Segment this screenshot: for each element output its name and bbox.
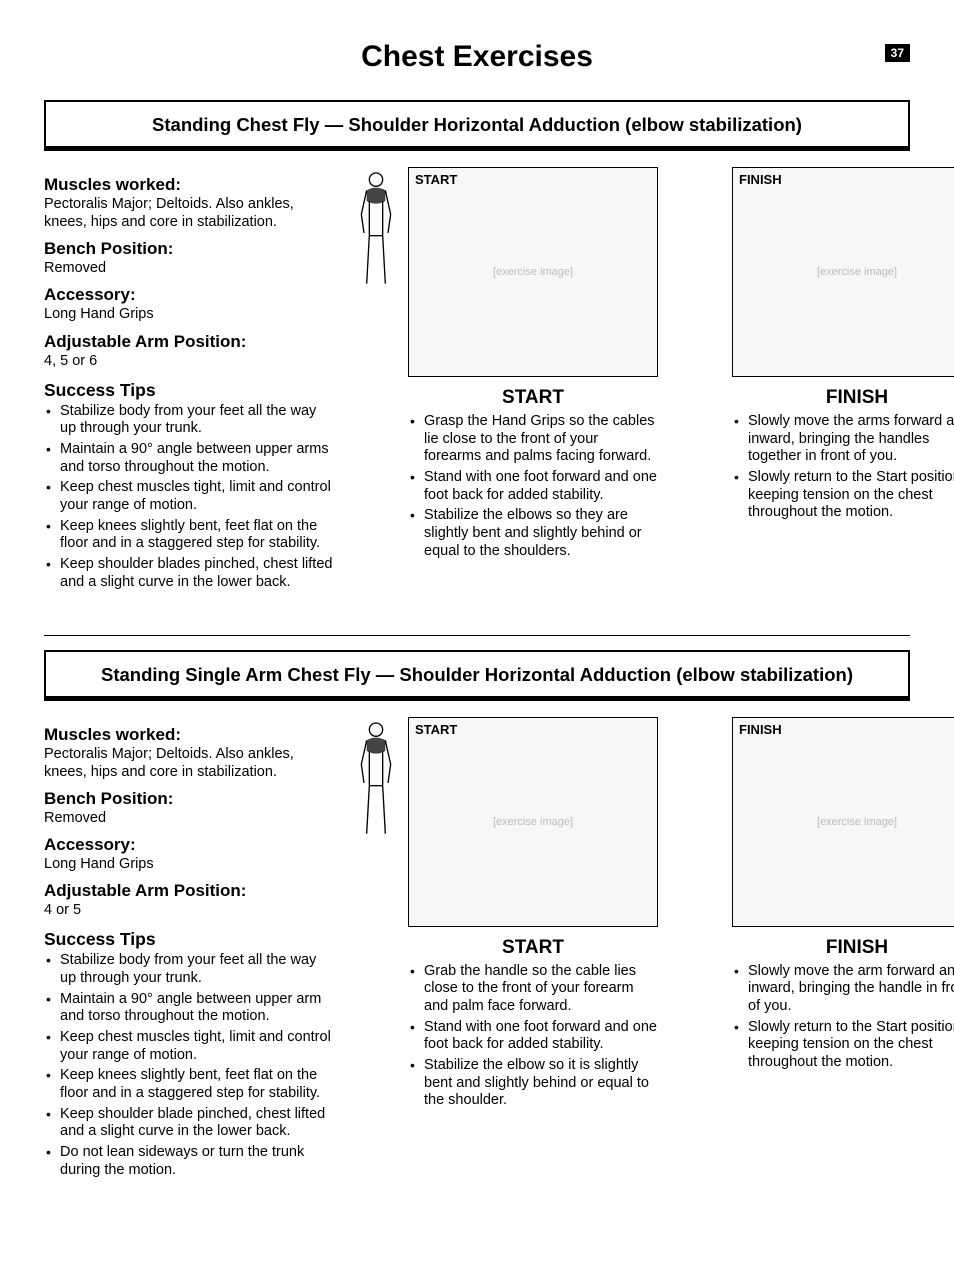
step-item: Stand with one foot forward and one foot…	[408, 1019, 658, 1054]
exercise-title-subtitle: Shoulder Horizontal Adduction (elbow sta…	[348, 114, 802, 135]
details-column: Muscles worked: Pectoralis Major; Deltoi…	[44, 717, 334, 1183]
finish-steps-list: Slowly move the arm forward and inward, …	[732, 963, 954, 1072]
tip-item: Stabilize body from your feet all the wa…	[44, 403, 334, 438]
accessory-body: Long Hand Grips	[44, 855, 334, 873]
start-column: START [exercise image] START Grab the ha…	[408, 717, 658, 1114]
tip-item: Keep chest muscles tight, limit and cont…	[44, 479, 334, 514]
tip-item: Keep knees slightly bent, feet flat on t…	[44, 1067, 334, 1102]
step-item: Stand with one foot forward and one foot…	[408, 469, 658, 504]
step-item: Slowly move the arms forward and inward,…	[732, 413, 954, 466]
finish-head: FINISH	[732, 937, 954, 959]
anatomy-icon	[348, 719, 404, 839]
bench-body: Removed	[44, 259, 334, 277]
tips-list: Stabilize body from your feet all the wa…	[44, 403, 334, 592]
exercise-title-bar: Standing Chest Fly — Shoulder Horizontal…	[44, 100, 910, 151]
muscles-head: Muscles worked:	[44, 725, 334, 745]
start-image-box: START [exercise image]	[408, 167, 658, 377]
step-item: Grab the handle so the cable lies close …	[408, 963, 658, 1016]
step-item: Slowly return to the Start position, kee…	[732, 1019, 954, 1072]
arm-position-body: 4, 5 or 6	[44, 352, 334, 370]
tip-item: Maintain a 90° angle between upper arm a…	[44, 991, 334, 1026]
step-item: Slowly move the arm forward and inward, …	[732, 963, 954, 1016]
finish-steps-list: Slowly move the arms forward and inward,…	[732, 413, 954, 522]
start-image-box: START [exercise image]	[408, 717, 658, 927]
exercise-title-bar: Standing Single Arm Chest Fly — Shoulder…	[44, 650, 910, 701]
start-head: START	[408, 937, 658, 959]
step-item: Grasp the Hand Grips so the cables lie c…	[408, 413, 658, 466]
exercise-title-subtitle: Shoulder Horizontal Adduction (elbow sta…	[399, 664, 853, 685]
start-column: START [exercise image] START Grasp the H…	[408, 167, 658, 564]
anatomy-icon	[348, 169, 404, 289]
muscles-head: Muscles worked:	[44, 175, 334, 195]
exercise-block: Standing Chest Fly — Shoulder Horizontal…	[44, 100, 910, 595]
tip-item: Keep knees slightly bent, feet flat on t…	[44, 518, 334, 553]
bench-body: Removed	[44, 809, 334, 827]
step-item: Stabilize the elbow so it is slightly be…	[408, 1057, 658, 1110]
start-box-label: START	[415, 172, 457, 187]
finish-box-label: FINISH	[739, 172, 782, 187]
exercise-image-placeholder: [exercise image]	[493, 816, 573, 828]
tip-item: Stabilize body from your feet all the wa…	[44, 952, 334, 987]
page-number-badge: 37	[885, 44, 910, 62]
tip-item: Keep shoulder blades pinched, chest lift…	[44, 556, 334, 591]
exercise-image-placeholder: [exercise image]	[817, 266, 897, 278]
tip-item: Keep shoulder blade pinched, chest lifte…	[44, 1106, 334, 1141]
tips-head: Success Tips	[44, 380, 334, 401]
details-column: Muscles worked: Pectoralis Major; Deltoi…	[44, 167, 334, 595]
step-item: Stabilize the elbows so they are slightl…	[408, 507, 658, 560]
start-box-label: START	[415, 722, 457, 737]
accessory-body: Long Hand Grips	[44, 305, 334, 323]
exercise-image-placeholder: [exercise image]	[817, 816, 897, 828]
arm-position-head: Adjustable Arm Position:	[44, 332, 334, 352]
exercise-title-dash: —	[320, 114, 349, 135]
tip-item: Keep chest muscles tight, limit and cont…	[44, 1029, 334, 1064]
accessory-head: Accessory:	[44, 835, 334, 855]
muscles-body: Pectoralis Major; Deltoids. Also ankles,…	[44, 195, 334, 231]
finish-head: FINISH	[732, 387, 954, 409]
exercise-image-placeholder: [exercise image]	[493, 266, 573, 278]
finish-column: FINISH [exercise image] FINISH Slowly mo…	[732, 717, 954, 1075]
bench-head: Bench Position:	[44, 789, 334, 809]
finish-box-label: FINISH	[739, 722, 782, 737]
finish-image-box: FINISH [exercise image]	[732, 167, 954, 377]
tips-head: Success Tips	[44, 929, 334, 950]
exercise-title-bold: Standing Single Arm Chest Fly	[101, 664, 371, 685]
start-head: START	[408, 387, 658, 409]
exercise-block: Standing Single Arm Chest Fly — Shoulder…	[44, 650, 910, 1183]
finish-image-box: FINISH [exercise image]	[732, 717, 954, 927]
bench-head: Bench Position:	[44, 239, 334, 259]
arm-position-head: Adjustable Arm Position:	[44, 881, 334, 901]
step-item: Slowly return to the Start position, kee…	[732, 469, 954, 522]
exercise-title-bold: Standing Chest Fly	[152, 114, 320, 135]
tip-item: Do not lean sideways or turn the trunk d…	[44, 1144, 334, 1179]
section-divider	[44, 635, 910, 636]
page-title: Chest Exercises	[44, 40, 910, 74]
finish-column: FINISH [exercise image] FINISH Slowly mo…	[732, 167, 954, 525]
start-steps-list: Grab the handle so the cable lies close …	[408, 963, 658, 1111]
muscles-body: Pectoralis Major; Deltoids. Also ankles,…	[44, 745, 334, 781]
tips-list: Stabilize body from your feet all the wa…	[44, 952, 334, 1179]
accessory-head: Accessory:	[44, 285, 334, 305]
exercise-title-dash: —	[371, 664, 400, 685]
start-steps-list: Grasp the Hand Grips so the cables lie c…	[408, 413, 658, 561]
tip-item: Maintain a 90° angle between upper arms …	[44, 441, 334, 476]
arm-position-body: 4 or 5	[44, 901, 334, 919]
